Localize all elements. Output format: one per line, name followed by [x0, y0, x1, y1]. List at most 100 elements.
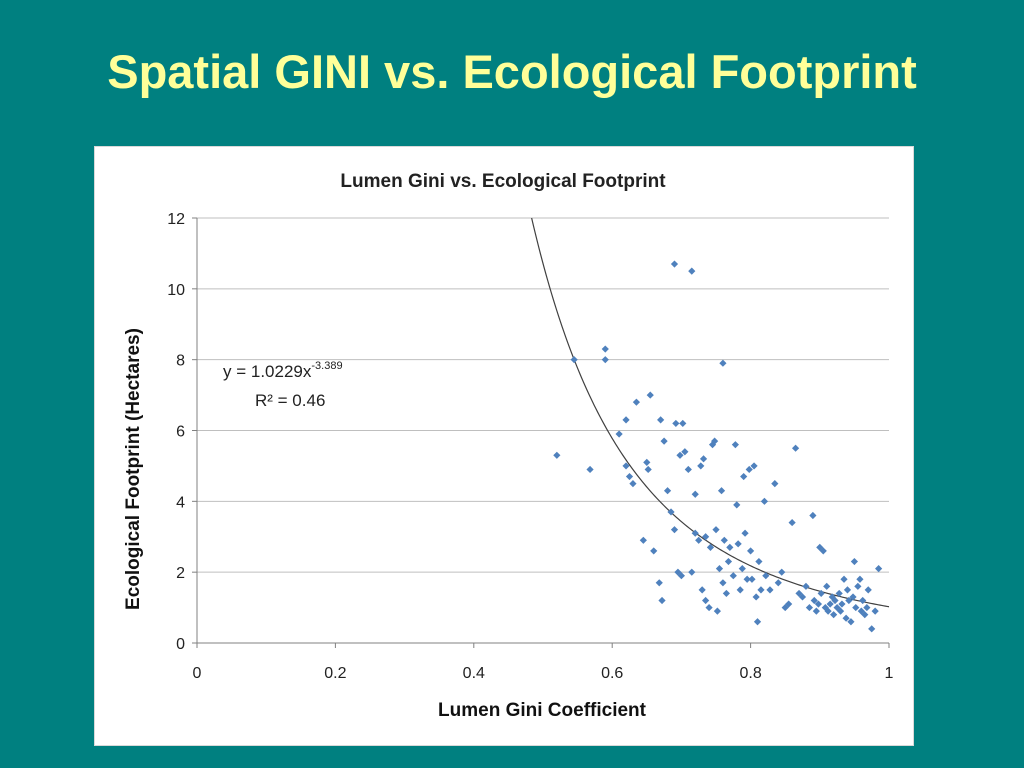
data-point — [705, 603, 713, 612]
data-point — [674, 568, 682, 576]
data-point — [778, 568, 786, 576]
data-point — [736, 586, 744, 594]
data-point — [828, 593, 836, 601]
y-tick-label: 0 — [176, 636, 185, 653]
data-point — [745, 465, 753, 474]
data-point — [847, 618, 855, 626]
data-point — [646, 391, 654, 399]
data-point — [836, 607, 845, 615]
data-point — [731, 441, 739, 449]
data-point — [771, 480, 779, 488]
data-point — [845, 596, 853, 605]
data-point — [712, 526, 720, 534]
data-point — [871, 607, 879, 615]
data-point — [868, 625, 876, 633]
data-point — [726, 543, 734, 551]
data-point — [821, 603, 829, 612]
data-point — [658, 596, 666, 605]
data-point — [570, 356, 578, 364]
y-axis-label: Ecological Footprint (Hectares) — [123, 328, 144, 610]
data-point — [734, 540, 742, 548]
data-point — [750, 462, 758, 470]
data-point — [743, 575, 751, 583]
x-tick-label: 0.8 — [739, 665, 761, 682]
data-point — [788, 518, 796, 527]
data-point — [733, 501, 741, 509]
data-point — [601, 356, 609, 364]
data-point — [702, 596, 710, 605]
y-tick-label: 8 — [176, 353, 185, 370]
x-tick-label: 0 — [193, 665, 202, 682]
data-point — [766, 586, 774, 594]
data-point — [601, 345, 609, 353]
x-axis-label: Lumen Gini Coefficient — [438, 700, 647, 721]
data-point — [760, 497, 769, 505]
data-point — [752, 593, 760, 601]
data-point — [849, 593, 857, 601]
data-point — [622, 416, 630, 424]
data-point — [762, 572, 770, 580]
data-point — [830, 611, 838, 619]
data-point — [812, 607, 820, 615]
data-point — [724, 557, 733, 566]
data-point — [711, 437, 719, 445]
data-point — [622, 462, 630, 470]
y-tick-label: 12 — [167, 211, 185, 228]
data-point — [814, 600, 823, 608]
data-point — [802, 582, 810, 590]
data-point — [667, 508, 675, 516]
data-point — [748, 575, 756, 583]
data-point — [625, 472, 634, 481]
data-point — [691, 490, 699, 498]
data-point — [639, 536, 647, 544]
data-point — [695, 536, 703, 544]
y-tick-label: 2 — [176, 565, 185, 582]
data-point — [670, 526, 679, 534]
r-squared-label: R² = 0.46 — [255, 391, 325, 410]
scatter-chart: Lumen Gini vs. Ecological Footprint 0 2 4 6… — [123, 171, 894, 721]
data-point — [670, 260, 679, 268]
data-point — [719, 579, 727, 587]
data-point — [713, 607, 721, 615]
data-point — [720, 536, 728, 544]
slide-title: Spatial GINI vs. Ecological Footprint — [107, 45, 917, 98]
data-point — [663, 487, 672, 495]
data-point — [684, 465, 692, 474]
data-point — [699, 455, 708, 463]
data-point — [781, 603, 789, 612]
data-point — [708, 441, 717, 449]
data-point — [809, 511, 817, 520]
data-point — [805, 603, 814, 612]
data-point — [586, 465, 594, 474]
data-point — [833, 603, 841, 612]
data-point — [722, 589, 730, 598]
data-point — [715, 565, 724, 573]
data-point — [798, 593, 807, 601]
trendline — [531, 217, 890, 608]
data-point — [681, 448, 689, 456]
chart-frame: Lumen Gini vs. Ecological Footprint 0 2 4 6… — [94, 146, 914, 746]
data-point — [706, 543, 715, 551]
data-point — [702, 533, 710, 541]
axes — [192, 217, 890, 648]
data-points — [553, 260, 883, 633]
data-point — [864, 586, 872, 594]
x-tick-label: 0.4 — [463, 665, 485, 682]
equation-base: y = 1.0229x — [223, 362, 312, 381]
gridlines — [197, 217, 889, 573]
data-point — [644, 465, 652, 474]
data-point — [629, 480, 637, 488]
data-point — [615, 430, 623, 438]
data-point — [660, 437, 668, 445]
y-tick-label: 10 — [167, 282, 185, 299]
y-tick-label: 4 — [176, 494, 185, 511]
data-point — [875, 565, 883, 573]
data-point — [819, 547, 827, 555]
data-point — [740, 472, 748, 481]
data-point — [838, 600, 846, 608]
data-point — [785, 600, 793, 608]
data-point — [791, 444, 800, 452]
data-point — [795, 589, 803, 598]
data-point — [553, 451, 561, 459]
data-point — [817, 589, 825, 598]
